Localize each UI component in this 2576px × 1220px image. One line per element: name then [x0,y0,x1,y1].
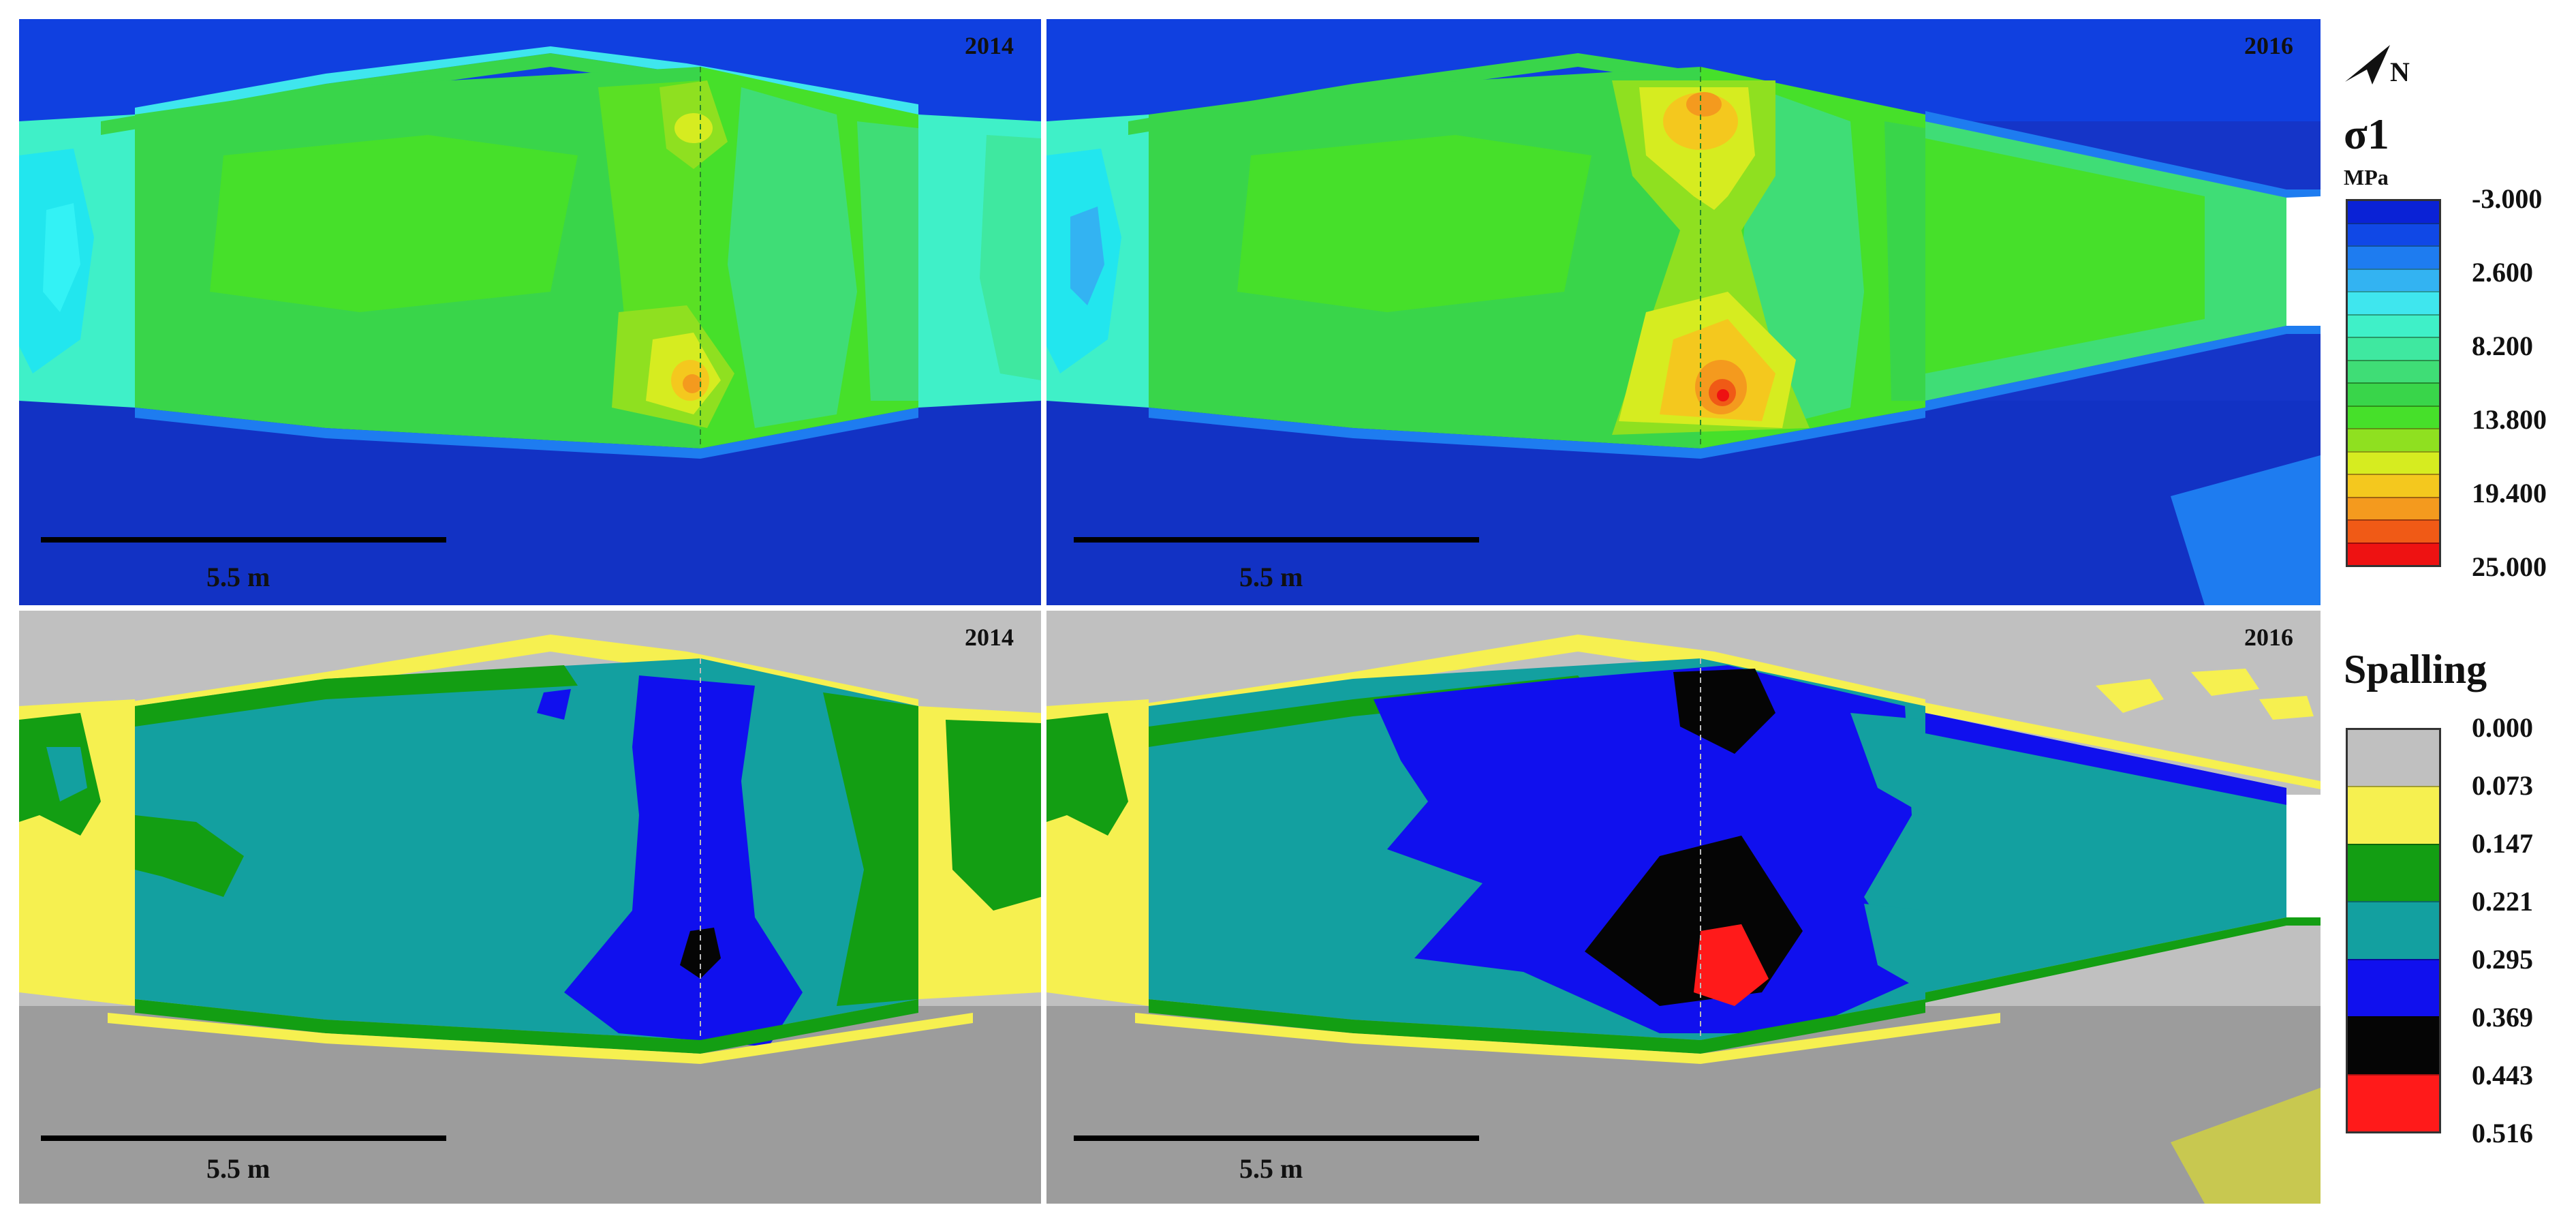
stress_legend-color-segment [2348,474,2439,497]
spall_legend-tick-label: 0.221 [2472,886,2533,917]
stress-panel-2016: 2016 5.5 m [1046,19,2321,605]
spall_legend-tick-label: 0.295 [2472,944,2533,975]
spalling-panel-2014: 2014 5.5 m [19,611,1041,1204]
spall_legend-tick-label: 0.516 [2472,1118,2533,1148]
spall-color-bar [2346,728,2441,1133]
stress-contour-map-2014 [19,19,1041,605]
stress-contour-map-2016 [1046,19,2321,605]
spall_legend-color-segment [2348,843,2439,902]
stress_legend-color-segment [2348,201,2439,223]
stress-legend-unit: MPa [2344,165,2389,189]
stress_legend-tick-label: 8.200 [2472,331,2533,361]
spall_legend-color-segment [2348,958,2439,1017]
stress_legend-color-segment [2348,245,2439,269]
spall_legend-color-segment [2348,1016,2439,1074]
spall_legend-tick-label: 0.000 [2472,712,2533,743]
scale-bar-label: 5.5 m [1239,1153,1303,1184]
stress-panel-2014: 2014 5.5 m [19,19,1041,605]
scale-bar [1074,537,1479,543]
stress_legend-tick-label: 2.600 [2472,257,2533,288]
spall_legend-color-segment [2348,1073,2439,1131]
north-arrow-icon [2345,45,2390,85]
stress_legend-tick-label: 25.000 [2472,551,2547,582]
stress_legend-color-segment [2348,268,2439,291]
spalling-panel-2016: 2016 5.5 m [1046,611,2321,1204]
spall_legend-tick-label: 0.369 [2472,1002,2533,1033]
north-label: N [2390,57,2410,87]
stress_legend-color-segment [2348,337,2439,360]
scale-bar [1074,1135,1479,1141]
stress_legend-tick-label: 19.400 [2472,478,2547,508]
scale-bar-label: 5.5 m [206,1153,270,1184]
stress_legend-color-segment [2348,451,2439,474]
stress_legend-color-segment [2348,405,2439,428]
spalling-contour-map-2014 [19,611,1041,1204]
stress_legend-color-segment [2348,519,2439,543]
stress_legend-color-segment [2348,291,2439,314]
scale-bar [41,1135,446,1141]
panel-year: 2016 [2244,32,2293,59]
spall_legend-color-segment [2348,730,2439,787]
stress_legend-color-segment [2348,382,2439,406]
scale-bar-label: 5.5 m [1239,562,1303,592]
stress_legend-color-segment [2348,222,2439,245]
stress_legend-color-segment [2348,359,2439,382]
stress_legend-tick-label: -3.000 [2472,183,2543,214]
spall_legend-color-segment [2348,901,2439,959]
panel-year: 2014 [965,624,1014,651]
spall_legend-tick-label: 0.147 [2472,828,2533,859]
stress_legend-tick-label: 13.800 [2472,404,2547,435]
stress_legend-color-segment [2348,496,2439,519]
scale-bar [41,537,446,543]
spall_legend-color-segment [2348,786,2439,844]
stress-legend-title: σ1 [2344,110,2389,158]
spall-legend-title: Spalling [2344,647,2487,692]
spall_legend-tick-label: 0.443 [2472,1060,2533,1091]
stress_legend-color-segment [2348,428,2439,451]
stress_legend-color-segment [2348,314,2439,337]
spall_legend-tick-label: 0.073 [2472,770,2533,801]
scale-bar-label: 5.5 m [206,562,270,592]
stress_legend-color-segment [2348,542,2439,565]
panel-year: 2014 [965,32,1014,59]
stress-color-bar [2346,199,2441,567]
spalling-contour-map-2016 [1046,611,2321,1204]
panel-year: 2016 [2244,624,2293,651]
